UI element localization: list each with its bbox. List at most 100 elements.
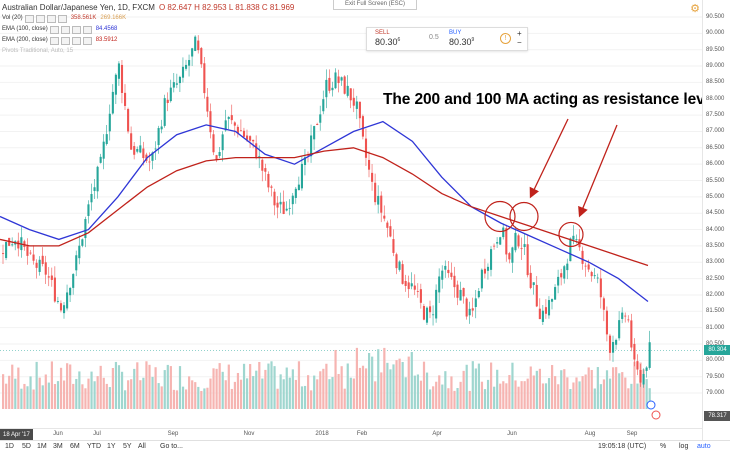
close-icon[interactable] — [71, 36, 81, 45]
volume-bar — [261, 378, 264, 409]
volume-ma-value: 269.166K — [100, 15, 127, 21]
more-icon[interactable] — [57, 14, 67, 23]
price-tick-label: 85.000 — [706, 193, 725, 200]
range-button-6m[interactable]: 6M — [70, 443, 80, 450]
volume-bar — [618, 373, 621, 409]
price-tick-label: 82.500 — [706, 275, 725, 282]
volume-bar — [5, 383, 8, 409]
candle-body — [337, 76, 340, 84]
volume-bar — [246, 378, 249, 409]
candle-body — [264, 168, 267, 172]
volume-bar — [307, 375, 310, 409]
volume-bar — [392, 364, 395, 409]
ema100-label[interactable]: EMA (100, close) — [2, 26, 48, 32]
time-axis[interactable]: 18 Apr '17 Jun Jul Sep Nov 2018 Feb Apr Jun Aug S… — [0, 428, 702, 441]
candle-body — [215, 155, 218, 160]
exit-fullscreen-button[interactable]: Exit Full Screen (ESC) — [333, 0, 417, 10]
candle-body — [404, 280, 407, 286]
candle-body — [127, 109, 130, 132]
chart-canvas[interactable] — [0, 0, 702, 428]
log-toggle[interactable]: log — [679, 443, 689, 450]
volume-bar — [63, 380, 66, 409]
volume-bar — [285, 367, 288, 409]
settings-icon[interactable] — [35, 14, 45, 23]
volume-bar — [154, 367, 157, 409]
more-icon[interactable] — [82, 25, 92, 34]
candle-body — [72, 274, 75, 288]
range-button-ytd[interactable]: YTD — [87, 443, 101, 450]
range-button-all[interactable]: All — [138, 443, 146, 450]
range-button-5y[interactable]: 5Y — [123, 443, 132, 450]
candle-body — [53, 277, 56, 302]
volume-bar — [239, 379, 243, 409]
close-icon[interactable] — [71, 25, 81, 34]
range-button-1d[interactable]: 1D — [5, 443, 14, 450]
quantity-minus-button[interactable]: − — [517, 38, 522, 47]
ema200-label[interactable]: EMA (200, close) — [2, 37, 48, 43]
percent-toggle[interactable]: % — [660, 443, 667, 450]
candle-body — [261, 159, 264, 171]
range-button-1y[interactable]: 1Y — [107, 443, 116, 450]
eye-icon[interactable] — [49, 25, 59, 34]
volume-bar — [361, 365, 365, 409]
volume-bar — [108, 387, 111, 409]
candle-body — [465, 298, 468, 317]
auto-toggle[interactable]: auto — [697, 443, 711, 450]
volume-bar — [538, 368, 541, 409]
eye-icon[interactable] — [49, 36, 59, 45]
candle-body — [377, 195, 380, 205]
goto-button[interactable]: Go to... — [160, 443, 183, 450]
price-chart[interactable] — [0, 0, 702, 428]
candle-body — [508, 253, 511, 260]
candle-body — [392, 239, 395, 253]
volume-bar — [407, 356, 410, 409]
sell-label[interactable]: SELL — [375, 30, 390, 36]
range-button-5d[interactable]: 5D — [22, 443, 31, 450]
volume-bar — [441, 384, 444, 409]
candle-body — [282, 201, 285, 214]
volume-bar — [319, 371, 322, 409]
candle-body — [38, 259, 41, 272]
range-button-1m[interactable]: 1M — [37, 443, 47, 450]
volume-bar — [416, 374, 419, 409]
candle-body — [93, 187, 96, 191]
buy-label[interactable]: BUY — [449, 30, 462, 36]
volume-bar — [181, 386, 185, 409]
range-button-3m[interactable]: 3M — [53, 443, 63, 450]
candle-body — [120, 64, 124, 93]
eye-icon[interactable] — [24, 14, 34, 23]
settings-icon[interactable] — [60, 36, 70, 45]
candle-body — [142, 148, 145, 159]
volume-bar — [224, 380, 227, 409]
volume-bar — [508, 375, 511, 409]
candle-body — [175, 83, 178, 85]
volume-bar — [575, 377, 578, 409]
quantity-plus-button[interactable]: + — [517, 29, 522, 38]
candle-body — [300, 163, 303, 189]
close-icon[interactable] — [46, 14, 56, 23]
volume-bar — [142, 377, 145, 409]
gear-icon[interactable]: ⚙ — [690, 3, 700, 15]
volume-bar — [615, 367, 618, 409]
candle-body — [66, 292, 69, 309]
info-icon[interactable]: ! — [500, 33, 511, 44]
settings-icon[interactable] — [60, 25, 70, 34]
candle-body — [35, 262, 38, 268]
volume-bar — [273, 366, 276, 409]
volume-bar — [560, 370, 563, 409]
volume-bar — [532, 375, 535, 409]
more-icon[interactable] — [82, 36, 92, 45]
sell-price[interactable]: 80.306 — [375, 37, 400, 47]
pivots-label[interactable]: Pivots Traditional, Auto, 15 — [2, 48, 74, 54]
volume-label[interactable]: Vol (20) — [2, 15, 23, 21]
candle-body — [87, 204, 90, 216]
volume-bar — [535, 370, 538, 409]
volume-bar — [35, 361, 38, 409]
resistance-touch-circle — [509, 201, 539, 232]
current-price-badge: 80.304 — [704, 345, 730, 356]
volume-bar — [642, 369, 645, 409]
buy-price[interactable]: 80.309 — [449, 37, 474, 47]
trade-widget: SELL 80.306 0.5 BUY 80.309 ! + − — [366, 27, 528, 51]
symbol-title[interactable]: Australian Dollar/Japanese Yen, 1D, FXCM — [2, 3, 155, 12]
price-axis[interactable]: 90.500 90.000 89.500 89.000 88.500 88.000 87.5… — [702, 0, 730, 440]
